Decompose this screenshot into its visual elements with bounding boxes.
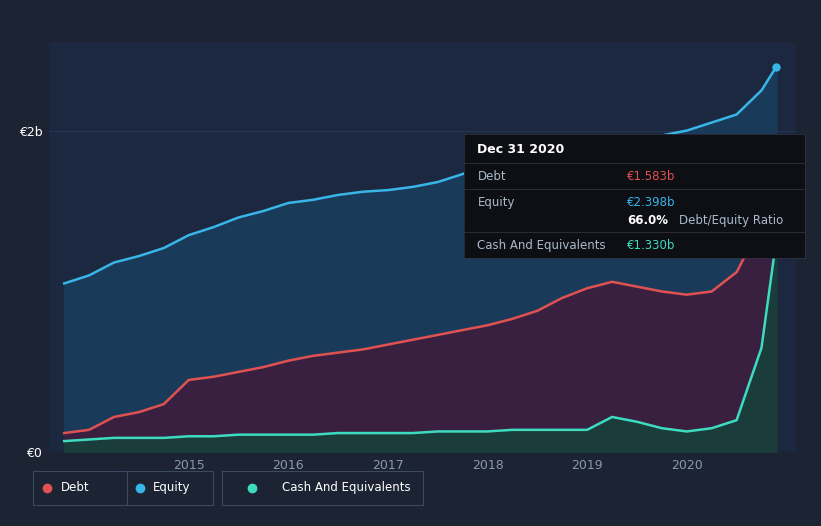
Text: Dec 31 2020: Dec 31 2020 [478,143,565,156]
Text: 66.0%: 66.0% [627,215,668,227]
Text: €2.398b: €2.398b [627,196,676,209]
Text: Equity: Equity [478,196,515,209]
Text: Cash And Equivalents: Cash And Equivalents [478,239,606,252]
Text: Debt/Equity Ratio: Debt/Equity Ratio [678,215,782,227]
Point [770,234,783,242]
Text: Debt: Debt [478,170,506,183]
Point [770,194,783,202]
Text: Cash And Equivalents: Cash And Equivalents [282,481,410,494]
Text: Debt: Debt [61,481,89,494]
Point [770,62,783,70]
Text: €1.583b: €1.583b [627,170,676,183]
Text: Equity: Equity [154,481,190,494]
Text: €1.330b: €1.330b [627,239,676,252]
